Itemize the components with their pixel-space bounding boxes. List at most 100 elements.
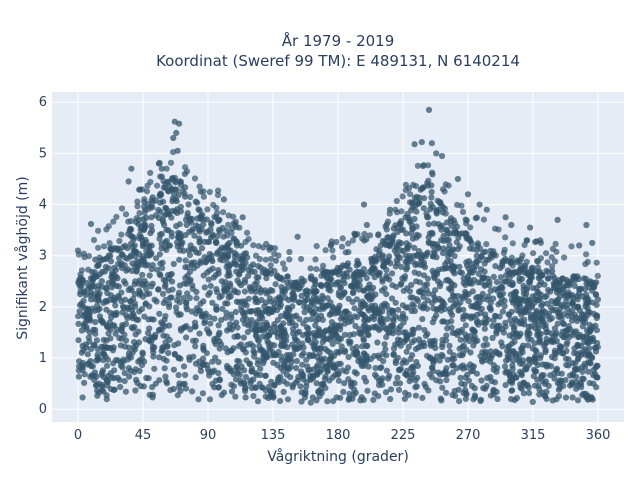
- data-point: [110, 310, 117, 317]
- data-point: [363, 236, 370, 243]
- data-point: [395, 239, 403, 246]
- data-point: [95, 262, 102, 269]
- data-point: [274, 377, 281, 384]
- data-point: [262, 372, 269, 379]
- data-point: [105, 280, 112, 287]
- data-point: [312, 256, 319, 263]
- data-point: [83, 323, 90, 330]
- data-point: [329, 247, 336, 254]
- data-point: [204, 206, 211, 213]
- data-point: [81, 311, 88, 318]
- data-point: [424, 275, 432, 282]
- data-point: [79, 394, 86, 401]
- data-point: [477, 397, 484, 405]
- chart-title-line-1: År 1979 - 2019: [282, 31, 395, 50]
- data-point: [480, 342, 487, 349]
- data-point: [320, 262, 327, 269]
- data-point: [376, 382, 383, 389]
- data-point: [302, 297, 309, 304]
- data-point: [251, 285, 258, 293]
- data-point: [177, 387, 184, 394]
- data-point: [330, 254, 337, 261]
- data-point: [392, 341, 399, 348]
- data-point: [297, 383, 304, 390]
- data-point: [219, 305, 226, 312]
- data-point: [428, 342, 435, 349]
- data-point: [203, 216, 210, 223]
- data-point: [395, 366, 402, 374]
- data-point: [342, 262, 349, 269]
- data-point: [251, 353, 258, 360]
- data-point: [247, 340, 254, 347]
- data-point: [455, 386, 462, 393]
- data-point: [176, 120, 183, 127]
- data-point: [165, 178, 172, 185]
- data-point: [114, 374, 121, 381]
- data-point: [360, 266, 367, 273]
- data-point: [214, 191, 222, 199]
- data-point: [431, 337, 438, 344]
- data-point: [429, 240, 436, 247]
- data-point: [318, 298, 325, 305]
- data-point: [154, 182, 161, 189]
- data-point: [159, 217, 166, 224]
- data-point: [574, 397, 582, 404]
- data-point: [156, 354, 163, 361]
- y-tick-label: 6: [39, 95, 47, 110]
- data-point: [333, 238, 340, 246]
- data-point: [204, 326, 211, 333]
- data-point: [199, 211, 206, 218]
- data-point: [160, 300, 167, 307]
- data-point: [166, 322, 173, 329]
- data-point: [186, 294, 193, 302]
- data-point: [507, 316, 514, 324]
- data-point: [413, 252, 420, 259]
- data-point: [219, 251, 226, 259]
- data-point: [107, 335, 114, 342]
- data-point: [439, 336, 446, 343]
- data-point: [499, 290, 507, 297]
- data-point: [146, 337, 154, 344]
- data-point: [224, 272, 231, 279]
- data-point: [109, 347, 117, 354]
- data-point: [223, 309, 230, 317]
- data-point: [192, 374, 199, 381]
- data-point: [561, 254, 568, 261]
- data-point: [462, 231, 469, 238]
- data-point: [250, 392, 257, 400]
- data-point: [462, 395, 469, 402]
- data-point: [492, 225, 499, 232]
- data-point: [409, 339, 416, 346]
- data-point: [141, 196, 148, 203]
- data-point: [299, 340, 306, 347]
- data-point: [195, 396, 202, 403]
- data-point: [583, 291, 590, 298]
- data-point: [386, 241, 394, 248]
- data-point: [560, 321, 567, 328]
- data-point: [251, 268, 258, 275]
- data-point: [470, 303, 477, 310]
- data-point: [505, 354, 512, 361]
- data-point: [462, 288, 469, 295]
- data-point: [430, 253, 437, 260]
- data-point: [448, 318, 455, 325]
- data-point: [343, 308, 350, 315]
- data-point: [177, 203, 184, 210]
- data-point: [402, 304, 410, 311]
- data-point: [319, 316, 326, 323]
- data-point: [548, 254, 555, 261]
- data-point: [223, 263, 230, 270]
- data-point: [518, 311, 525, 318]
- data-point: [104, 290, 111, 297]
- data-point: [531, 382, 539, 389]
- data-point: [238, 263, 245, 270]
- data-point: [313, 345, 320, 352]
- data-point: [148, 242, 155, 249]
- data-point: [403, 266, 410, 273]
- data-point: [142, 262, 149, 269]
- data-point: [561, 311, 568, 318]
- data-point: [191, 175, 199, 182]
- data-point: [215, 187, 222, 194]
- data-point: [508, 254, 515, 261]
- data-point: [459, 208, 467, 215]
